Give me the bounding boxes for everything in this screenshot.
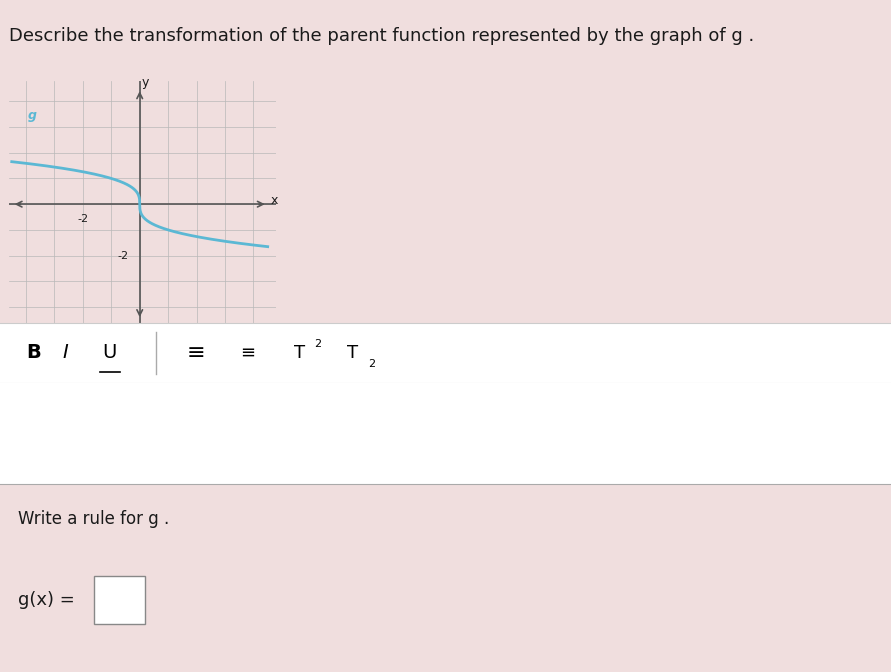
Text: -2: -2 <box>118 251 128 261</box>
Text: g: g <box>28 110 37 122</box>
Text: T: T <box>294 344 305 362</box>
Text: B: B <box>27 343 42 362</box>
Text: g(x) =: g(x) = <box>18 591 75 609</box>
Text: -2: -2 <box>78 214 88 224</box>
Text: ≡: ≡ <box>241 344 256 362</box>
Text: Write a rule for g .: Write a rule for g . <box>18 510 169 528</box>
Text: 2: 2 <box>315 339 322 349</box>
FancyBboxPatch shape <box>94 576 145 624</box>
Text: Describe the transformation of the parent function represented by the graph of g: Describe the transformation of the paren… <box>9 28 754 45</box>
Text: T: T <box>347 344 358 362</box>
Text: y: y <box>141 76 149 89</box>
Text: ≡: ≡ <box>187 343 206 363</box>
Text: x: x <box>271 194 278 207</box>
Text: U: U <box>102 343 117 362</box>
Text: 2: 2 <box>368 359 375 369</box>
Text: I: I <box>62 343 68 362</box>
